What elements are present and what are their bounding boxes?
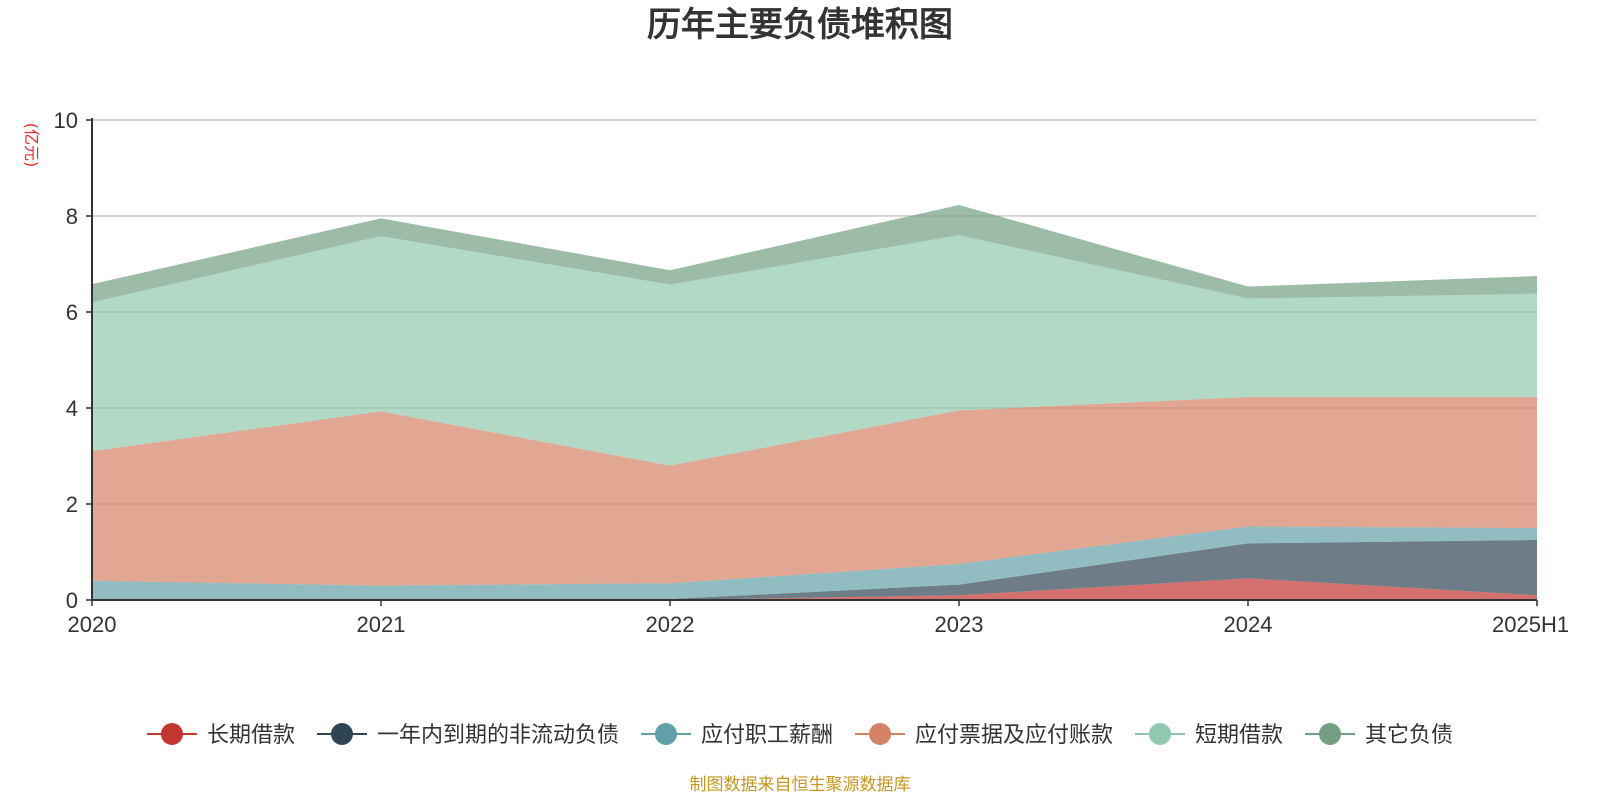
x-tick-label: 2025H1 [1492, 612, 1569, 637]
legend-label: 短期借款 [1195, 723, 1283, 748]
legend-item: 短期借款 [1135, 723, 1283, 748]
area-series-6 [92, 204, 1537, 303]
y-axis-unit-label: (亿元) [22, 123, 41, 168]
legend-circle-marker [654, 723, 677, 745]
legend-label: 应付职工薪酬 [701, 723, 833, 748]
legend: 长期借款 一年内到期的非流动负债 应付职工薪酬 应付票据及应付账款 短期借款 其它负债 [146, 723, 1453, 748]
x-tick-label: 2020 [68, 612, 117, 637]
x-tick-label: 2023 [935, 612, 984, 637]
legend-label: 一年内到期的非流动负债 [377, 723, 619, 748]
y-tick-label: 8 [66, 204, 78, 229]
legend-item: 长期借款 [146, 723, 295, 748]
legend-label: 其它负债 [1365, 723, 1453, 748]
y-tick-label: 0 [66, 588, 78, 613]
area-series [92, 204, 1537, 600]
y-tick-label: 10 [54, 108, 78, 133]
legend-circle-marker [1319, 723, 1342, 745]
legend-circle-marker [330, 723, 353, 745]
area-series-3 [92, 526, 1537, 600]
y-tick-label: 4 [66, 396, 78, 421]
x-tick-label: 2024 [1224, 612, 1273, 637]
legend-circle-marker [1149, 723, 1172, 745]
area-series-5 [92, 235, 1537, 466]
area-series-2 [92, 540, 1537, 600]
y-tick-label: 2 [66, 492, 78, 517]
x-tick-label: 2021 [357, 612, 406, 637]
legend-label: 长期借款 [207, 723, 295, 748]
area-series-1 [92, 578, 1537, 600]
y-tick-label: 6 [66, 300, 78, 325]
data-source-note: 制图数据来自恒生聚源数据库 [690, 775, 911, 795]
legend-item: 应付票据及应付账款 [855, 723, 1113, 748]
legend-circle-marker [160, 723, 183, 745]
x-tick-label: 2022 [646, 612, 695, 637]
area-series-4 [92, 396, 1537, 586]
legend-circle-marker [869, 723, 891, 745]
chart-title: 历年主要负债堆积图 [647, 5, 953, 45]
legend-item: 一年内到期的非流动负债 [316, 723, 619, 748]
legend-label: 应付票据及应付账款 [915, 723, 1113, 748]
axes: 0 2 4 6 8 10 2020 2021 2022 2023 2024 2025H1 [54, 108, 1570, 637]
legend-item: 应付职工薪酬 [640, 723, 833, 748]
legend-item: 其它负债 [1305, 723, 1453, 748]
